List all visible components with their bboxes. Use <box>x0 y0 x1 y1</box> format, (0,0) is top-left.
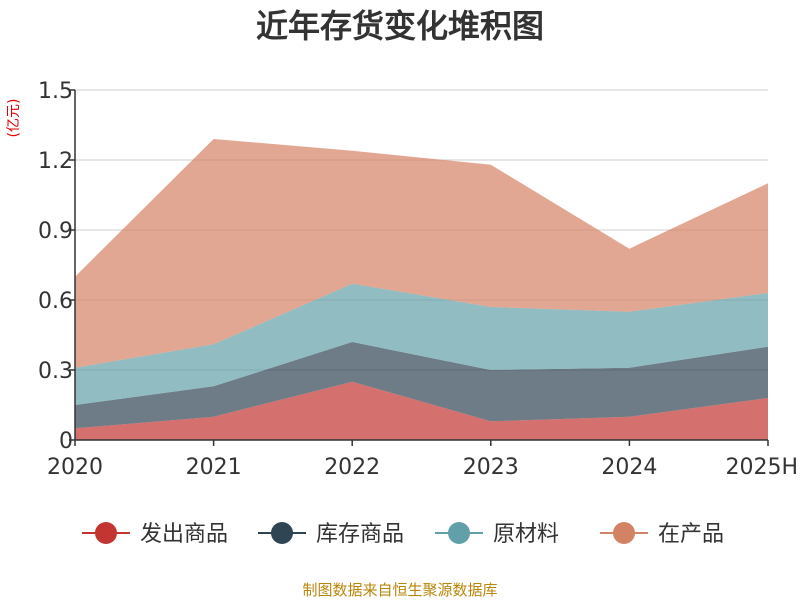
y-tick-label: 1.2 <box>38 149 73 174</box>
x-tick-labels: 2020 2021 2022 2023 2024 2025H <box>47 455 798 480</box>
y-axis-unit: (亿元) <box>6 99 22 138</box>
legend-marker <box>613 522 635 544</box>
legend-label: 原材料 <box>493 522 559 547</box>
y-tick-label: 1.5 <box>38 79 73 104</box>
y-tick-label: 0 <box>59 429 73 454</box>
legend: 发出商品 库存商品 原材料 在产品 <box>82 522 724 547</box>
y-tick-labels: 0 0.3 0.6 0.9 1.2 1.5 <box>38 79 73 454</box>
chart-title: 近年存货变化堆积图 <box>256 7 544 45</box>
legend-item-2[interactable]: 库存商品 <box>258 522 404 547</box>
x-tick-label: 2024 <box>601 455 657 480</box>
x-tick-label: 2023 <box>463 455 519 480</box>
legend-item-4[interactable]: 在产品 <box>600 522 724 547</box>
legend-marker <box>95 522 117 544</box>
area-series-2 <box>75 342 768 429</box>
legend-item-1[interactable]: 发出商品 <box>82 522 228 547</box>
source-note: 制图数据来自恒生聚源数据库 <box>302 581 497 599</box>
x-tick-label: 2021 <box>186 455 242 480</box>
x-tick-label: 2025H <box>725 455 798 480</box>
y-tick-label: 0.3 <box>38 359 73 384</box>
area-series-3 <box>75 283 768 405</box>
area-series <box>75 139 768 440</box>
x-tick-label: 2020 <box>47 455 103 480</box>
axes <box>69 89 769 446</box>
x-tick-label: 2022 <box>324 455 380 480</box>
legend-label: 在产品 <box>658 522 724 547</box>
legend-marker <box>271 522 293 544</box>
y-tick-label: 0.9 <box>38 219 73 244</box>
legend-item-3[interactable]: 原材料 <box>435 522 559 547</box>
y-tick-label: 0.6 <box>38 289 73 314</box>
area-series-1 <box>75 381 768 440</box>
legend-label: 库存商品 <box>316 522 404 547</box>
area-series-4 <box>75 139 768 368</box>
legend-marker <box>448 522 470 544</box>
legend-label: 发出商品 <box>140 522 228 547</box>
